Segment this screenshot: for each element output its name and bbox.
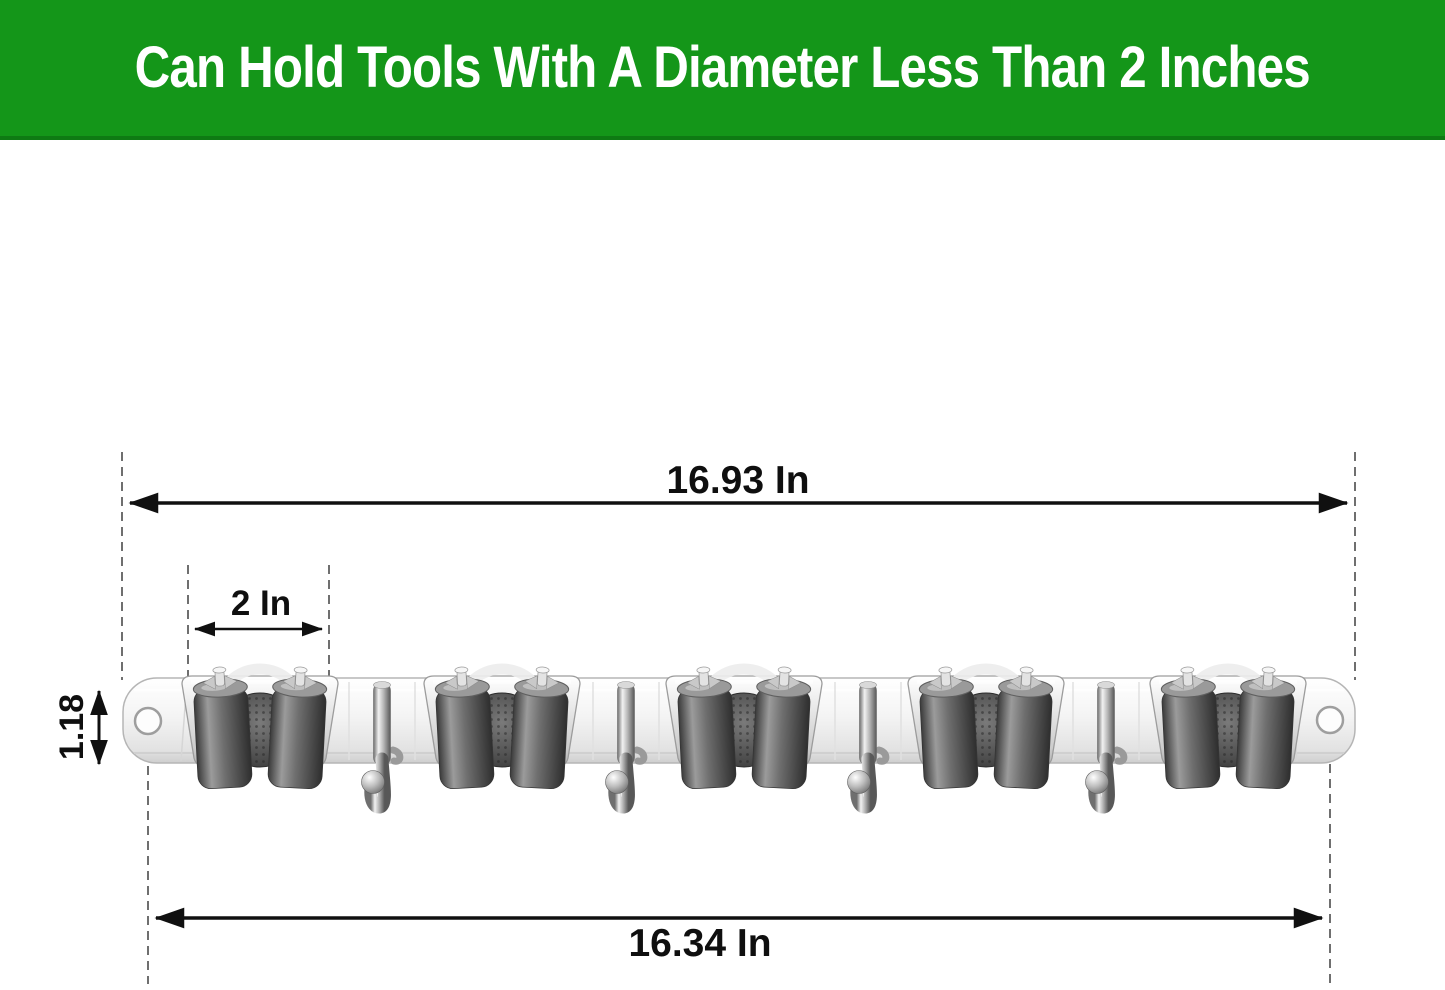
dimension-total-width-label: 16.93 In (666, 459, 810, 502)
gripper-slot-3 (666, 666, 822, 790)
extension-lines-total-width (121, 452, 1356, 680)
dimension-slot-width-label: 2 In (230, 584, 292, 623)
extension-lines-slot-width (187, 565, 330, 676)
extension-lines-hole-distance (147, 734, 1331, 984)
gripper-slot-1 (182, 666, 338, 790)
gripper-slot-4 (908, 666, 1064, 790)
screw-hole-left (133, 706, 163, 736)
dimension-height-label: 1.18 (53, 693, 91, 761)
headline-banner: Can Hold Tools With A Diameter Less Than… (0, 0, 1445, 140)
gripper-slot-2 (424, 666, 580, 790)
headline-text: Can Hold Tools With A Diameter Less Than… (134, 35, 1311, 100)
screw-hole-right (1315, 705, 1345, 735)
gripper-slot-5 (1150, 666, 1306, 790)
dimension-hole-distance-label: 16.34 In (628, 922, 772, 965)
